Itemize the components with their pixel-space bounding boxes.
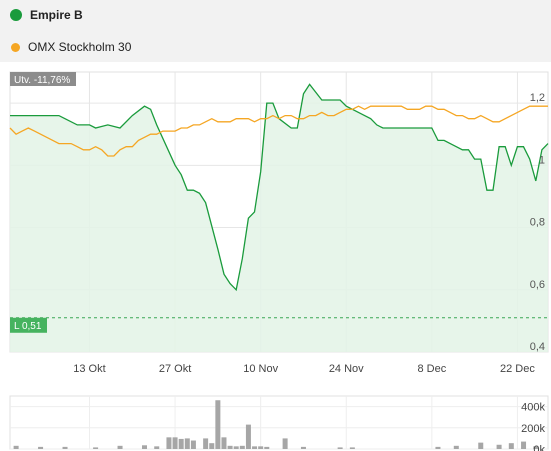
- x-tick-label: 10 Nov: [243, 363, 278, 375]
- volume-bar: [300, 446, 306, 449]
- change-badge-label: Utv. -11,76%: [14, 75, 70, 86]
- volume-bar: [521, 441, 527, 449]
- y-tick-label: 1,2: [530, 92, 545, 104]
- volume-bar: [221, 437, 227, 449]
- y-tick-labels: 0,4 0,6 0,8 1 1,2: [530, 92, 545, 353]
- volume-bar: [533, 446, 539, 449]
- volume-bar: [13, 445, 19, 449]
- x-tick-label: 27 Okt: [159, 363, 191, 375]
- volume-bar: [258, 446, 264, 449]
- legend-label: OMX Stockholm 30: [28, 40, 132, 54]
- legend-item-omx[interactable]: OMX Stockholm 30: [10, 40, 131, 54]
- volume-bars: [13, 400, 539, 449]
- volume-bar: [508, 443, 514, 449]
- volume-bar: [166, 437, 172, 449]
- x-tick-label: 13 Okt: [73, 363, 105, 375]
- y-tick-label: 1: [539, 154, 545, 166]
- volume-bar: [62, 446, 68, 449]
- volume-bar: [142, 445, 147, 449]
- x-tick-label: 22 Dec: [500, 363, 535, 375]
- series-color-dot: [10, 9, 22, 21]
- area-fill-layer: [10, 84, 548, 353]
- volume-bar: [178, 438, 184, 449]
- volume-bar: [337, 447, 343, 449]
- legend-label: Empire B: [30, 8, 83, 22]
- volume-bar: [209, 443, 215, 449]
- legend: Empire B OMX Stockholm 30: [0, 0, 551, 62]
- volume-bar: [239, 445, 245, 449]
- volume-bar: [227, 445, 233, 449]
- volume-tick-label: 200k: [521, 423, 545, 435]
- series-line-1: [9, 105, 548, 157]
- volume-bar: [245, 424, 251, 449]
- volume-tick-labels: 400k 200k 0k: [521, 402, 545, 451]
- volume-bar: [203, 438, 209, 449]
- y-tick-label: 0,8: [530, 217, 545, 229]
- volume-tick-label: 400k: [521, 402, 545, 414]
- volume-bar: [282, 438, 288, 449]
- volume-bar: [184, 438, 190, 449]
- series-area-0: [10, 84, 548, 353]
- low-badge-label: L 0,51: [14, 321, 42, 332]
- volume-area: [9, 395, 549, 450]
- volume-bar: [93, 447, 99, 449]
- price-chart: 0,4 0,6 0,8 1 1,2 13 Okt 27 Okt 10 Nov 24 Nov 8 …: [9, 71, 549, 451]
- low-badge: [10, 317, 47, 333]
- volume-bar: [453, 445, 459, 449]
- volume-tick-label: 0k: [533, 444, 545, 451]
- volume-bar: [435, 446, 441, 449]
- y-tick-label: 0,4: [530, 341, 545, 353]
- volume-bar: [154, 446, 160, 449]
- volume-bar: [496, 444, 502, 449]
- series-color-dot: [11, 42, 20, 52]
- volume-bar: [349, 447, 355, 449]
- volume-bar: [38, 446, 44, 449]
- y-tick-label: 0,6: [530, 279, 545, 291]
- volume-grid: [9, 395, 549, 450]
- change-badge: [10, 72, 76, 86]
- volume-bar: [190, 440, 196, 449]
- volume-bar: [252, 446, 258, 449]
- volume-bar: [215, 400, 221, 449]
- series-line-0: [10, 83, 549, 292]
- volume-bar: [233, 446, 239, 449]
- series-lines: [9, 83, 549, 292]
- legend-item-empire-b[interactable]: Empire B: [10, 8, 83, 22]
- x-tick-labels: 13 Okt 27 Okt 10 Nov 24 Nov 8 Dec 22 Dec: [73, 363, 535, 375]
- x-tick-label: 24 Nov: [329, 363, 364, 375]
- x-tick-label: 8 Dec: [417, 363, 446, 375]
- volume-bar: [117, 445, 123, 449]
- volume-bar: [264, 446, 270, 449]
- volume-bar: [172, 437, 178, 449]
- volume-bar: [478, 442, 484, 449]
